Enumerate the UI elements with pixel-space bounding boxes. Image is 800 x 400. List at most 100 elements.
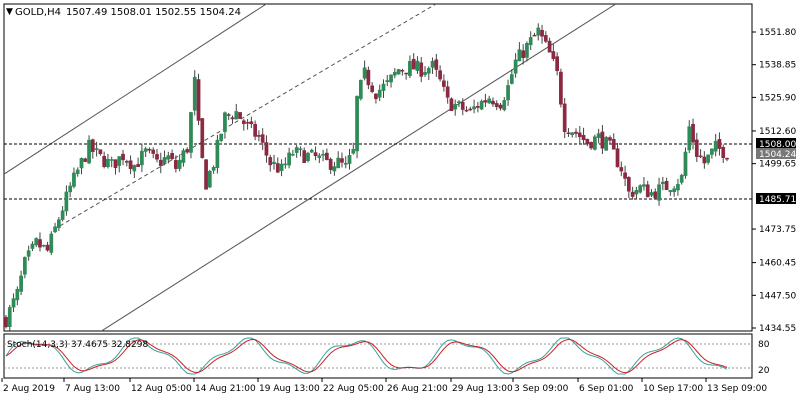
time-axis-label: 19 Aug 13:00 [259, 384, 320, 394]
bear-candle-body [698, 155, 703, 158]
candle [177, 154, 182, 172]
bull-candle-body [321, 153, 325, 156]
bull-candle-body [347, 155, 352, 164]
candle [649, 189, 654, 197]
bear-candle-body [653, 191, 658, 199]
candle [151, 147, 156, 159]
candle [645, 180, 650, 198]
symbol-menu-icon[interactable]: ▼ [6, 7, 13, 17]
candle [630, 186, 635, 200]
time-axis-label: 26 Aug 21:00 [387, 384, 448, 394]
bull-candle-body [23, 257, 27, 275]
bear-candle-body [124, 161, 129, 163]
chart-symbol-label: GOLD,H4 [15, 7, 61, 18]
candle [155, 148, 159, 163]
candle [555, 52, 559, 76]
bear-candle-body [204, 159, 208, 190]
candle [34, 237, 39, 248]
stochastic-label: Stoch(14,3,3) 37.4675 32.8298 [7, 340, 148, 350]
candle [253, 120, 257, 141]
candle [215, 135, 220, 174]
bull-candle-body [381, 83, 386, 91]
candle [38, 232, 42, 252]
bear-candle-body [260, 134, 265, 143]
candle [143, 146, 148, 157]
candle [691, 118, 695, 150]
bull-candle-body [26, 250, 31, 257]
candle [706, 154, 710, 165]
candle [419, 56, 424, 83]
bull-candle-body [506, 85, 510, 101]
candle [710, 148, 714, 159]
price-pane-border [3, 3, 753, 332]
candle [694, 132, 699, 163]
candle [30, 241, 35, 252]
bull-candle-body [219, 133, 224, 141]
candle [468, 106, 473, 112]
bear-candle-body [226, 114, 231, 116]
candle [392, 68, 397, 79]
bear-candle-body [328, 158, 333, 170]
bull-candle-body [396, 69, 401, 75]
candle [219, 133, 224, 143]
candle [226, 112, 231, 121]
bear-candle-body [128, 160, 133, 169]
bull-candle-body [392, 71, 397, 76]
support-price-tag-text: 1485.71 [759, 195, 796, 205]
candle [430, 57, 435, 74]
bear-candle-body [532, 34, 537, 37]
candle [660, 176, 665, 191]
candle [23, 256, 27, 279]
candle [702, 151, 707, 169]
bull-candle-body [41, 244, 46, 247]
candle [585, 138, 590, 147]
bear-candle-body [476, 106, 480, 108]
candle [593, 134, 597, 151]
candle [128, 155, 133, 175]
bull-candle-body [472, 106, 476, 110]
candle [536, 23, 541, 41]
bull-candle-body [272, 161, 276, 164]
bear-candle-body [445, 86, 450, 98]
candle [94, 141, 99, 157]
time-axis-label: 3 Sep 09:00 [514, 384, 569, 394]
bull-candle-body [676, 184, 680, 191]
support-price-tag [756, 193, 796, 204]
candle [279, 159, 284, 177]
candle [68, 182, 73, 198]
bull-candle-body [223, 112, 227, 132]
time-axis-label: 13 Sep 09:00 [707, 384, 767, 394]
bull-candle-body [181, 150, 186, 163]
bear-candle-body [442, 80, 446, 87]
bear-candle-body [664, 180, 669, 190]
bear-candle-body [374, 93, 378, 100]
candle [445, 80, 450, 104]
stoch-level-80-label: 80 [758, 340, 770, 350]
candle [136, 157, 140, 167]
channel-middle-dashed-line[interactable] [59, 0, 462, 227]
bear-candle-body [170, 153, 174, 159]
candle [476, 101, 480, 113]
bull-candle-body [143, 148, 148, 152]
bull-candle-body [634, 189, 639, 195]
bull-candle-body [117, 156, 122, 166]
candle [223, 111, 227, 139]
candle [657, 177, 661, 206]
bear-candle-body [627, 177, 631, 192]
candle [668, 189, 673, 196]
candle [438, 65, 442, 82]
bear-candle-body [98, 149, 103, 155]
candle [453, 99, 458, 116]
candle [302, 147, 307, 164]
time-axis-label: 22 Aug 05:00 [323, 384, 384, 394]
candle [72, 167, 76, 189]
bull-candle-body [306, 152, 310, 161]
candle [570, 132, 575, 138]
bear-candle-body [185, 149, 190, 153]
candle [294, 144, 299, 158]
price-axis-label: 1512.60 [759, 127, 796, 137]
candle [559, 68, 563, 108]
candle [400, 68, 405, 76]
candle [268, 154, 273, 172]
